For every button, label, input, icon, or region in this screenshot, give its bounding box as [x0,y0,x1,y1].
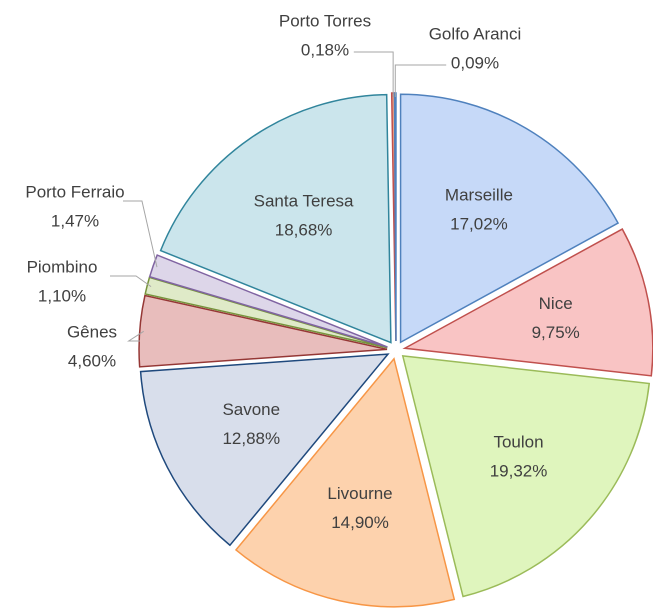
leader-line [126,330,144,342]
slice-value: 4,60% [68,351,116,370]
pie-slice [401,355,651,598]
slice-label: Piombino [27,257,98,276]
slice-value: 18,68% [275,221,333,240]
slice-value: 14,90% [331,513,389,532]
leader-line [353,51,394,98]
slice-label: Toulon [493,433,543,452]
leader-line [394,64,447,98]
slice-label: Livourne [327,484,392,503]
leader-line [123,200,158,268]
pie-slice [402,228,653,377]
pie-slice [139,353,390,547]
slice-value: 0,09% [451,53,499,72]
slice-label: Porto Torres [279,11,371,30]
slice-label: Gênes [67,322,117,341]
slice-label: Marseille [445,185,513,204]
slice-label: Savone [222,400,280,419]
slice-label: Nice [539,294,573,313]
slice-value: 17,02% [450,214,508,233]
pie-slice [148,254,388,348]
pie-slice [399,93,620,344]
slice-value: 1,47% [51,211,99,230]
slice-value: 19,32% [490,462,548,481]
slice-value: 9,75% [532,323,580,342]
slice-label: Santa Teresa [254,192,354,211]
slice-label: Porto Ferraio [25,182,124,201]
pie-slice [159,93,392,344]
slice-value: 1,10% [38,286,86,305]
slice-label: Golfo Aranci [429,24,522,43]
pie-slice [138,294,388,368]
pie-slice [234,357,456,608]
slice-value: 12,88% [222,429,280,448]
slice-value: 0,18% [301,40,349,59]
leader-line [110,275,152,288]
